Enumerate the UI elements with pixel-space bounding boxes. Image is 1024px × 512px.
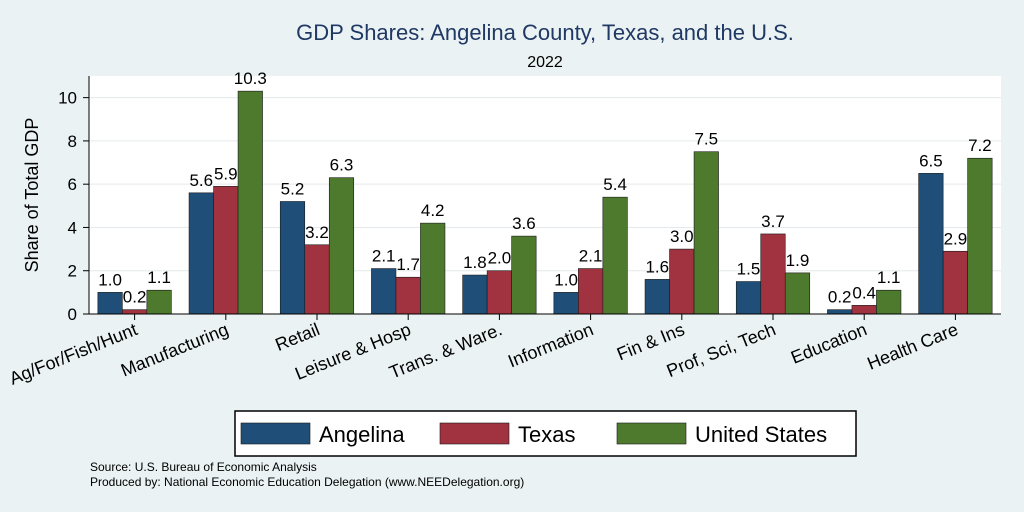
bar-united-states: [784, 272, 811, 315]
x-tick-label: Retail: [272, 319, 322, 355]
legend-swatch-texas: [439, 422, 510, 445]
produced-by-note: Produced by: National Economic Education…: [90, 475, 525, 489]
data-label: 6.3: [330, 156, 354, 175]
bar-texas: [486, 270, 512, 315]
y-tick-label: 2: [68, 262, 77, 281]
data-label: 5.4: [603, 175, 627, 194]
data-label: 7.5: [694, 130, 718, 149]
data-label: 1.1: [877, 268, 901, 287]
legend: Angelina Texas United States: [234, 410, 857, 457]
x-tick-label: Health Care: [864, 319, 961, 374]
x-tick-label: Information: [505, 319, 596, 371]
x-tick-label: Ag/For/Fish/Hunt: [6, 319, 140, 389]
data-label: 3.6: [512, 214, 536, 233]
y-axis: 0 2 4 6 8 10: [58, 76, 90, 324]
bars-group: [97, 90, 993, 315]
y-tick-label: 6: [68, 175, 77, 194]
data-labels-group: 1.00.21.15.6 5.910.35.23.26.32.1 1.74.21.8…: [98, 69, 991, 307]
bar-united-states: [328, 177, 355, 315]
data-label: 1.9: [786, 251, 810, 270]
data-label: 4.2: [421, 201, 445, 220]
data-label: 5.2: [281, 179, 305, 198]
bar-texas: [942, 250, 968, 315]
bar-angelina: [188, 192, 214, 315]
chart-subtitle: 2022: [527, 54, 563, 71]
bar-angelina: [918, 173, 944, 315]
bar-united-states: [967, 157, 993, 315]
bar-angelina: [827, 309, 853, 315]
bar-texas: [395, 276, 421, 315]
data-label: 1.8: [463, 253, 487, 272]
data-label: 1.1: [147, 268, 171, 287]
data-label: 3.7: [761, 212, 785, 231]
x-tick-label: Education: [788, 319, 870, 368]
legend-box: [234, 410, 857, 457]
data-label: 2.1: [372, 247, 396, 266]
bar-angelina: [279, 201, 306, 315]
bar-united-states: [693, 151, 719, 315]
source-note: Source: U.S. Bureau of Economic Analysis: [90, 460, 317, 474]
bar-texas: [760, 233, 786, 315]
bar-angelina: [97, 292, 123, 315]
data-label: 1.0: [98, 270, 122, 289]
data-label: 3.2: [305, 223, 329, 242]
bar-united-states: [420, 222, 446, 315]
data-label: 6.5: [919, 151, 943, 170]
bar-texas: [304, 244, 330, 315]
chart-title: GDP Shares: Angelina County, Texas, and …: [296, 20, 794, 45]
bar-angelina: [644, 279, 670, 315]
data-label: 1.7: [396, 255, 420, 274]
data-label: 2.0: [488, 249, 512, 268]
bar-texas: [851, 305, 877, 315]
data-label: 0.2: [828, 288, 852, 307]
data-label: 0.2: [123, 288, 147, 307]
bar-texas: [578, 268, 604, 315]
data-label: 3.0: [670, 227, 694, 246]
bar-united-states: [876, 289, 902, 315]
y-axis-label: Share of Total GDP: [22, 118, 42, 273]
legend-label-texas: Texas: [518, 422, 575, 447]
bar-angelina: [462, 274, 488, 315]
data-label: 2.1: [579, 247, 603, 266]
data-label: 1.5: [737, 260, 761, 279]
data-label: 5.6: [189, 171, 213, 190]
legend-swatch-united-states: [616, 422, 687, 445]
bar-angelina: [735, 281, 762, 315]
data-label: 2.9: [944, 229, 968, 248]
bar-united-states: [146, 289, 172, 315]
legend-label-angelina: Angelina: [319, 422, 405, 447]
legend-label-united-states: United States: [695, 422, 827, 447]
bar-united-states: [511, 235, 537, 315]
data-label: 1.0: [554, 270, 578, 289]
bar-angelina: [553, 292, 579, 315]
data-label: 1.6: [645, 257, 669, 276]
bar-united-states: [237, 90, 263, 315]
data-label: 5.9: [214, 164, 238, 183]
bar-united-states: [602, 196, 628, 315]
data-label: 7.2: [968, 136, 992, 155]
bar-texas: [213, 186, 239, 315]
bar-angelina: [371, 268, 397, 315]
bar-texas: [669, 248, 695, 315]
bar-texas: [122, 309, 148, 315]
y-tick-label: 10: [58, 89, 77, 108]
y-tick-label: 4: [68, 218, 77, 237]
legend-swatch-angelina: [240, 422, 311, 445]
data-label: 0.4: [852, 283, 876, 302]
y-tick-label: 8: [68, 132, 77, 151]
data-label: 10.3: [234, 69, 267, 88]
y-tick-label: 0: [68, 305, 77, 324]
